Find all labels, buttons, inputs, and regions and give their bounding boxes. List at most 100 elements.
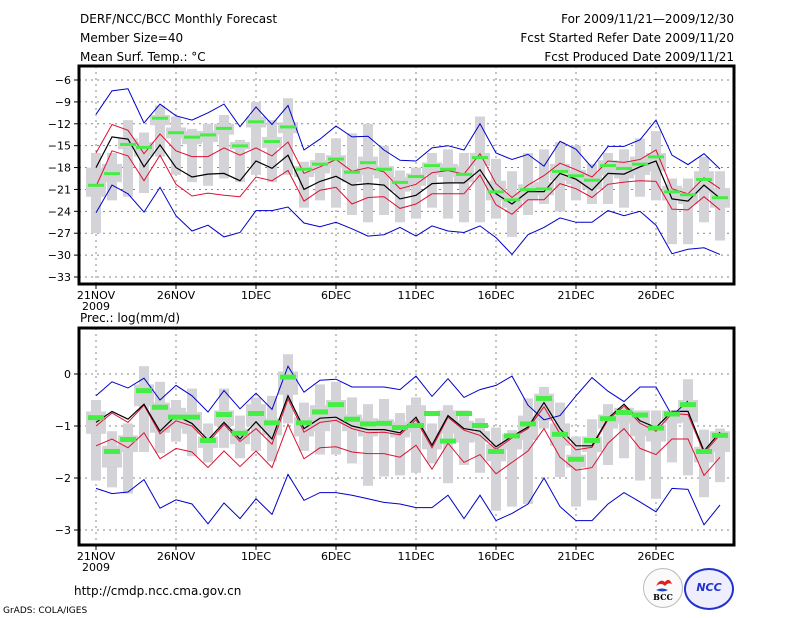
chart-title: DERF/NCC/BCC Monthly Forecast	[80, 12, 278, 26]
observed-marker	[200, 133, 216, 137]
observed-marker	[104, 172, 120, 176]
ensemble-range-box	[155, 105, 165, 157]
observed-marker	[360, 421, 376, 427]
ensemble-range-box	[267, 120, 277, 183]
observed-marker	[536, 187, 552, 191]
plot-frame	[77, 326, 736, 547]
ensemble-range-box	[427, 152, 437, 208]
observed-marker	[456, 411, 472, 416]
observed-marker	[152, 116, 168, 120]
y-tick-label: 0	[64, 368, 71, 381]
observed-marker	[584, 438, 600, 444]
ensemble-iqr-box	[326, 155, 346, 168]
ensemble-iqr-box	[614, 162, 634, 179]
ensemble-range-box	[91, 400, 101, 481]
website-url[interactable]: http://cmdp.ncc.cma.gov.cn	[74, 584, 242, 598]
observed-marker	[472, 156, 488, 160]
observed-marker	[184, 135, 200, 139]
forecast-period: For 2009/11/21—2009/12/30	[561, 12, 734, 26]
series-line-q25	[95, 150, 721, 215]
ensemble-range-box	[379, 145, 389, 215]
observed-marker	[424, 164, 440, 168]
ensemble-range-box	[683, 178, 693, 245]
ensemble-range-box	[699, 429, 709, 498]
observed-marker	[440, 438, 456, 444]
x-tick-label: 26NOV	[157, 289, 196, 302]
ensemble-range-box	[715, 428, 725, 483]
observed-marker	[504, 198, 520, 202]
x-tick-label: 26DEC	[637, 289, 674, 302]
observed-marker	[88, 183, 104, 187]
ensemble-range-box	[443, 405, 453, 484]
observed-marker	[328, 157, 344, 161]
observed-marker	[664, 190, 680, 194]
x-tick-label: 26DEC	[637, 550, 674, 563]
observed-marker	[520, 421, 536, 427]
member-size: Member Size=40	[80, 31, 184, 45]
ensemble-range-box	[283, 98, 293, 175]
observed-marker	[232, 430, 248, 436]
y-tick-label: −15	[48, 140, 71, 153]
y-tick-label: −1	[55, 420, 71, 433]
observed-marker	[280, 374, 296, 380]
observed-marker	[392, 425, 408, 431]
observed-marker	[360, 161, 376, 165]
observed-marker	[424, 411, 440, 416]
ensemble-range-box	[395, 413, 405, 476]
ensemble-range-box	[411, 167, 421, 219]
observed-marker	[664, 411, 680, 417]
ensemble-iqr-box	[198, 131, 218, 143]
x-tick-label: 16DEC	[477, 550, 514, 563]
observed-marker	[648, 155, 664, 159]
observed-marker	[392, 180, 408, 184]
observed-marker	[376, 420, 392, 426]
y-tick-label: −33	[48, 271, 71, 284]
y-tick-label: −30	[48, 249, 71, 262]
observed-marker	[184, 414, 200, 420]
ensemble-iqr-box	[598, 160, 618, 175]
observed-marker	[296, 420, 312, 426]
ensemble-range-box	[235, 139, 245, 183]
observed-marker	[600, 164, 616, 168]
observed-marker	[280, 125, 296, 129]
ensemble-range-box	[219, 115, 229, 179]
ensemble-range-box	[603, 152, 613, 205]
x-tick-label: 21DEC	[557, 289, 594, 302]
y-tick-label: −18	[48, 162, 71, 175]
ensemble-range-box	[491, 427, 501, 511]
x-tick-label: 6DEC	[321, 289, 351, 302]
variable-label-prec: Prec.: log(mm/d)	[80, 311, 181, 325]
x-tick-label: 21NOV	[77, 550, 116, 563]
observed-marker	[120, 437, 136, 442]
series-line-min	[95, 184, 721, 256]
series-line-q25	[95, 423, 721, 477]
observed-marker	[408, 422, 424, 428]
observed-marker	[488, 190, 504, 194]
observed-marker	[248, 120, 264, 124]
x-tick-label: 21DEC	[557, 550, 594, 563]
x-tick-label: 21NOV	[77, 289, 116, 302]
observed-marker	[168, 414, 184, 420]
x-tick-label: 16DEC	[477, 289, 514, 302]
ensemble-range-box	[251, 101, 261, 175]
observed-marker	[584, 178, 600, 182]
ensemble-iqr-box	[294, 166, 314, 178]
ensemble-range-box	[539, 149, 549, 205]
observed-marker	[216, 412, 232, 418]
ensemble-range-box	[571, 436, 581, 507]
y-tick-label: −9	[55, 96, 71, 109]
observed-marker	[488, 448, 504, 454]
observed-marker	[552, 431, 568, 437]
ensemble-range-box	[379, 398, 389, 477]
observed-marker	[472, 422, 488, 428]
ensemble-iqr-box	[406, 405, 426, 433]
observed-marker	[408, 175, 424, 179]
observed-marker	[632, 162, 648, 166]
ensemble-range-box	[139, 366, 149, 452]
observed-marker	[504, 433, 520, 439]
observed-marker	[312, 162, 328, 166]
ensemble-range-box	[507, 430, 517, 507]
ensemble-range-box	[395, 170, 405, 223]
observed-marker	[536, 395, 552, 401]
